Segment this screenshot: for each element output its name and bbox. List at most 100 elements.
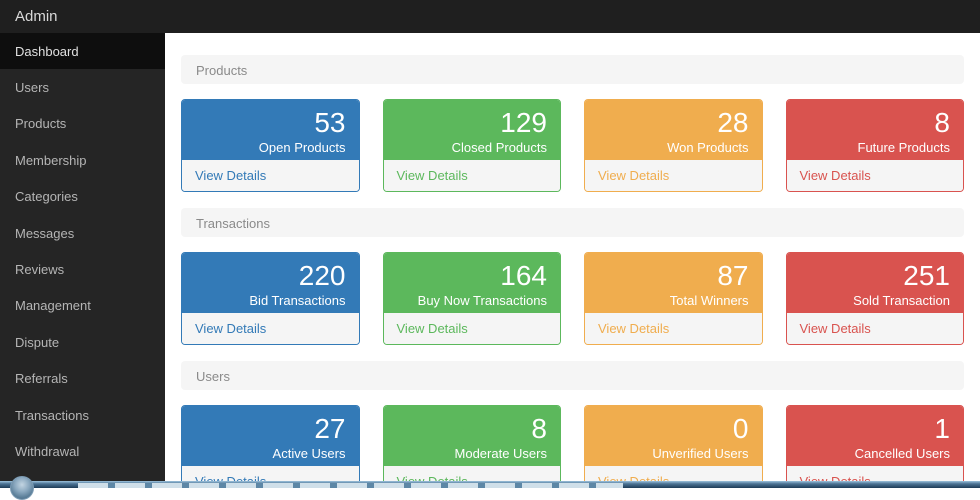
card-row: 220 Bid Transactions View Details 164 Bu… <box>181 252 964 345</box>
dashboard-section: Users 27 Active Users View Details 8 Mod… <box>181 361 964 488</box>
sidebar-item-label: Categories <box>15 189 78 204</box>
sidebar-item-reviews[interactable]: Reviews <box>0 251 165 287</box>
stat-label: Moderate Users <box>397 446 548 463</box>
sidebar-item-referrals[interactable]: Referrals <box>0 361 165 397</box>
stat-card: 8 Moderate Users View Details <box>383 405 562 488</box>
view-details-link[interactable]: View Details <box>195 168 266 183</box>
start-orb-icon[interactable] <box>10 476 34 500</box>
stat-label: Bid Transactions <box>195 293 346 310</box>
section-header: Products <box>181 55 964 84</box>
stat-card-head: 220 Bid Transactions <box>182 253 359 313</box>
sidebar-item-label: Products <box>15 116 66 131</box>
stat-card-head: 8 Moderate Users <box>384 406 561 466</box>
stat-card-head: 8 Future Products <box>787 100 964 160</box>
sidebar-item-management[interactable]: Management <box>0 288 165 324</box>
stat-card: 27 Active Users View Details <box>181 405 360 488</box>
sidebar-item-label: Reviews <box>15 262 64 277</box>
stat-card-head: 28 Won Products <box>585 100 762 160</box>
view-details-link[interactable]: View Details <box>598 321 669 336</box>
sidebar-item-dashboard[interactable]: Dashboard <box>0 33 165 69</box>
stat-card-foot: View Details <box>787 160 964 191</box>
stat-value: 27 <box>195 413 346 445</box>
stat-card-foot: View Details <box>182 160 359 191</box>
stat-card-foot: View Details <box>585 160 762 191</box>
stat-card-head: 0 Unverified Users <box>585 406 762 466</box>
stat-card: 87 Total Winners View Details <box>584 252 763 345</box>
stat-card-head: 164 Buy Now Transactions <box>384 253 561 313</box>
stat-label: Active Users <box>195 446 346 463</box>
stat-label: Sold Transaction <box>800 293 951 310</box>
stat-value: 28 <box>598 107 749 139</box>
sidebar-item-label: Withdrawal <box>15 444 79 459</box>
section-header: Users <box>181 361 964 390</box>
sidebar-item-users[interactable]: Users <box>0 69 165 105</box>
stat-card: 8 Future Products View Details <box>786 99 965 192</box>
sidebar-item-transactions[interactable]: Transactions <box>0 397 165 433</box>
sidebar-item-label: Users <box>15 80 49 95</box>
section-title: Users <box>196 369 230 384</box>
section-header: Transactions <box>181 208 964 237</box>
stat-value: 164 <box>397 260 548 292</box>
stat-value: 53 <box>195 107 346 139</box>
stat-label: Open Products <box>195 140 346 157</box>
stat-card-head: 1 Cancelled Users <box>787 406 964 466</box>
stat-card-foot: View Details <box>384 160 561 191</box>
taskbar-window-buttons[interactable] <box>78 483 623 488</box>
stat-card-foot: View Details <box>182 313 359 344</box>
dashboard-section: Transactions 220 Bid Transactions View D… <box>181 208 964 345</box>
stat-value: 0 <box>598 413 749 445</box>
stat-label: Buy Now Transactions <box>397 293 548 310</box>
stat-card-head: 27 Active Users <box>182 406 359 466</box>
stat-value: 8 <box>397 413 548 445</box>
stat-label: Cancelled Users <box>800 446 951 463</box>
stat-value: 1 <box>800 413 951 445</box>
top-navbar: Admin <box>0 0 980 33</box>
sidebar-item-label: Membership <box>15 153 87 168</box>
stat-card-head: 87 Total Winners <box>585 253 762 313</box>
taskbar[interactable] <box>0 481 980 488</box>
sidebar-item-label: Dispute <box>15 335 59 350</box>
view-details-link[interactable]: View Details <box>397 168 468 183</box>
view-details-link[interactable]: View Details <box>800 321 871 336</box>
card-row: 27 Active Users View Details 8 Moderate … <box>181 405 964 488</box>
dashboard-section: Products 53 Open Products View Details 1… <box>181 55 964 192</box>
stat-card-foot: View Details <box>585 313 762 344</box>
view-details-link[interactable]: View Details <box>598 168 669 183</box>
sidebar-item-messages[interactable]: Messages <box>0 215 165 251</box>
stat-card: 164 Buy Now Transactions View Details <box>383 252 562 345</box>
view-details-link[interactable]: View Details <box>800 168 871 183</box>
stat-value: 251 <box>800 260 951 292</box>
stat-label: Unverified Users <box>598 446 749 463</box>
stat-card: 1 Cancelled Users View Details <box>786 405 965 488</box>
stat-label: Future Products <box>800 140 951 157</box>
card-row: 53 Open Products View Details 129 Closed… <box>181 99 964 192</box>
brand-title[interactable]: Admin <box>0 8 58 25</box>
stat-card-head: 53 Open Products <box>182 100 359 160</box>
sidebar: Dashboard Users Products Membership Cate… <box>0 33 165 488</box>
section-title: Products <box>196 63 247 78</box>
stat-card: 0 Unverified Users View Details <box>584 405 763 488</box>
sidebar-item-dispute[interactable]: Dispute <box>0 324 165 360</box>
stat-label: Won Products <box>598 140 749 157</box>
stat-card-foot: View Details <box>384 313 561 344</box>
stat-value: 8 <box>800 107 951 139</box>
stat-card-head: 251 Sold Transaction <box>787 253 964 313</box>
stat-card: 220 Bid Transactions View Details <box>181 252 360 345</box>
stat-card: 53 Open Products View Details <box>181 99 360 192</box>
section-title: Transactions <box>196 216 270 231</box>
stat-card-foot: View Details <box>787 313 964 344</box>
stat-value: 87 <box>598 260 749 292</box>
stat-label: Closed Products <box>397 140 548 157</box>
stat-label: Total Winners <box>598 293 749 310</box>
stat-card: 28 Won Products View Details <box>584 99 763 192</box>
sidebar-item-label: Messages <box>15 226 74 241</box>
sidebar-item-withdrawal[interactable]: Withdrawal <box>0 433 165 469</box>
view-details-link[interactable]: View Details <box>195 321 266 336</box>
sidebar-item-membership[interactable]: Membership <box>0 142 165 178</box>
sidebar-item-label: Management <box>15 298 91 313</box>
sidebar-item-categories[interactable]: Categories <box>0 179 165 215</box>
sidebar-item-products[interactable]: Products <box>0 106 165 142</box>
view-details-link[interactable]: View Details <box>397 321 468 336</box>
stat-value: 129 <box>397 107 548 139</box>
stat-card: 251 Sold Transaction View Details <box>786 252 965 345</box>
